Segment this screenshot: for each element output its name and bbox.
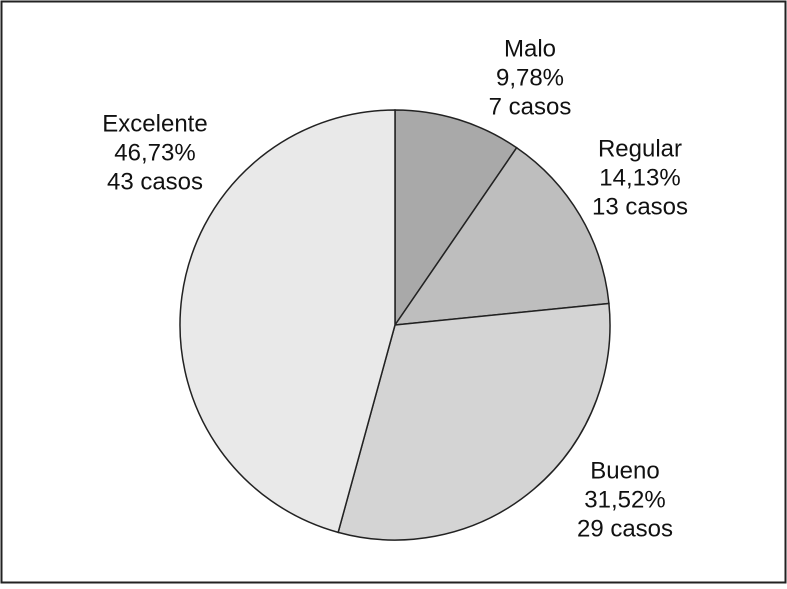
slice-value-label: 14,13% [599,164,680,191]
slice-label: Excelente [102,110,207,137]
slice-value-label: 31,52% [584,486,665,513]
pie-slice [337,302,611,541]
slice-count-label: 7 casos [489,93,572,120]
pie-slice [179,109,396,534]
slice-label: Regular [598,135,682,162]
slice-label: Malo [504,35,556,62]
slice-count-label: 29 casos [577,515,673,542]
pie-slice [393,146,610,326]
slice-count-label: 13 casos [592,193,688,220]
slice-value-label: 9,78% [496,64,564,91]
slice-value-label: 46,73% [114,139,195,166]
pie-slice [394,109,518,328]
slice-label: Bueno [590,457,659,484]
slice-count-label: 43 casos [107,168,203,195]
